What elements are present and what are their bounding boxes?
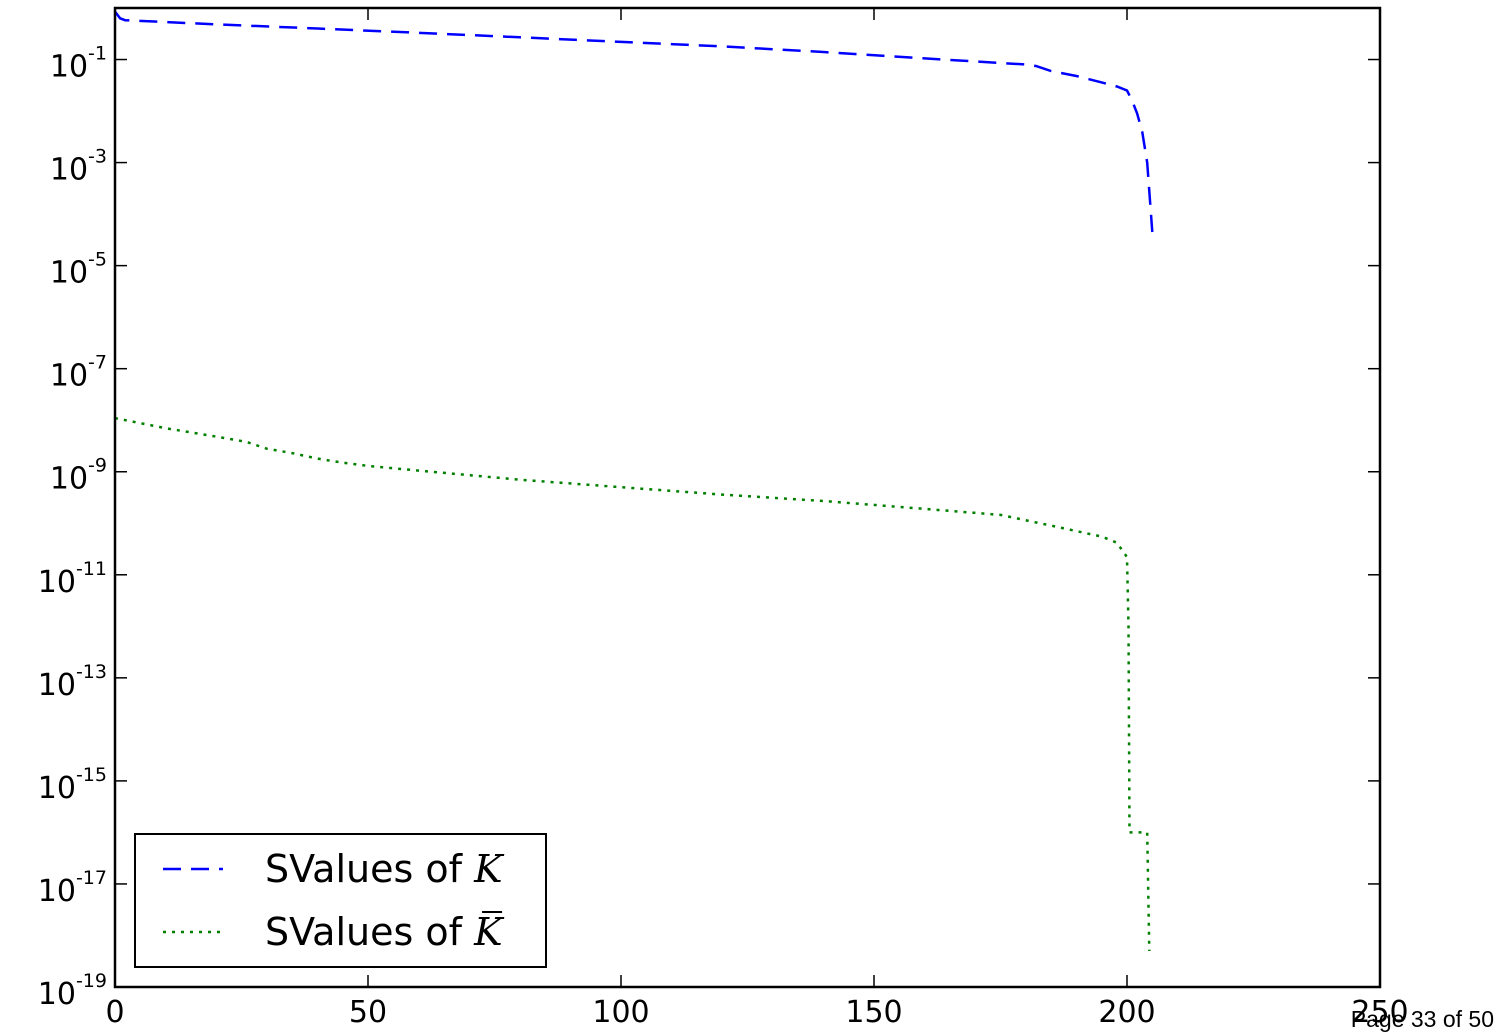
plot-frame — [113, 6, 1382, 989]
tick-label-layer: 0 50 100 150 200 250 10-1 10-3 10-5 10-7 10-9 10-11… — [38, 43, 1409, 1030]
y-tick-label: 10-11 — [38, 558, 107, 600]
legend-box — [134, 833, 547, 968]
x-tick-label: 150 — [845, 995, 902, 1030]
x-tick-label: 200 — [1098, 995, 1155, 1030]
x-tick-label: 50 — [349, 995, 387, 1030]
page-number: Page 33 of 50 — [1350, 1006, 1494, 1032]
y-tick-label: 10-19 — [38, 970, 107, 1012]
series-layer — [114, 10, 1154, 952]
legend-label-0: SValues of K — [265, 847, 505, 891]
x-tick-label: 100 — [592, 995, 649, 1030]
y-tick-label: 10-1 — [50, 43, 107, 85]
y-tick-label: 10-17 — [38, 867, 107, 909]
y-tick-label: 10-15 — [38, 764, 107, 806]
x-tick-label: 0 — [105, 995, 124, 1030]
y-tick-label: 10-5 — [50, 249, 107, 291]
x-tick-label: 250 — [1351, 995, 1408, 1030]
legend: SValues of K SValues of K — [134, 833, 547, 968]
y-tick-label: 10-9 — [50, 455, 107, 497]
legend-label-1: SValues of K — [265, 910, 505, 954]
tick-layer — [114, 8, 1381, 988]
series-line-0 — [114, 10, 1154, 233]
y-tick-label: 10-13 — [38, 661, 107, 703]
series-line-1 — [114, 416, 1151, 952]
y-tick-label: 10-3 — [50, 146, 107, 188]
y-tick-label: 10-7 — [50, 352, 107, 394]
